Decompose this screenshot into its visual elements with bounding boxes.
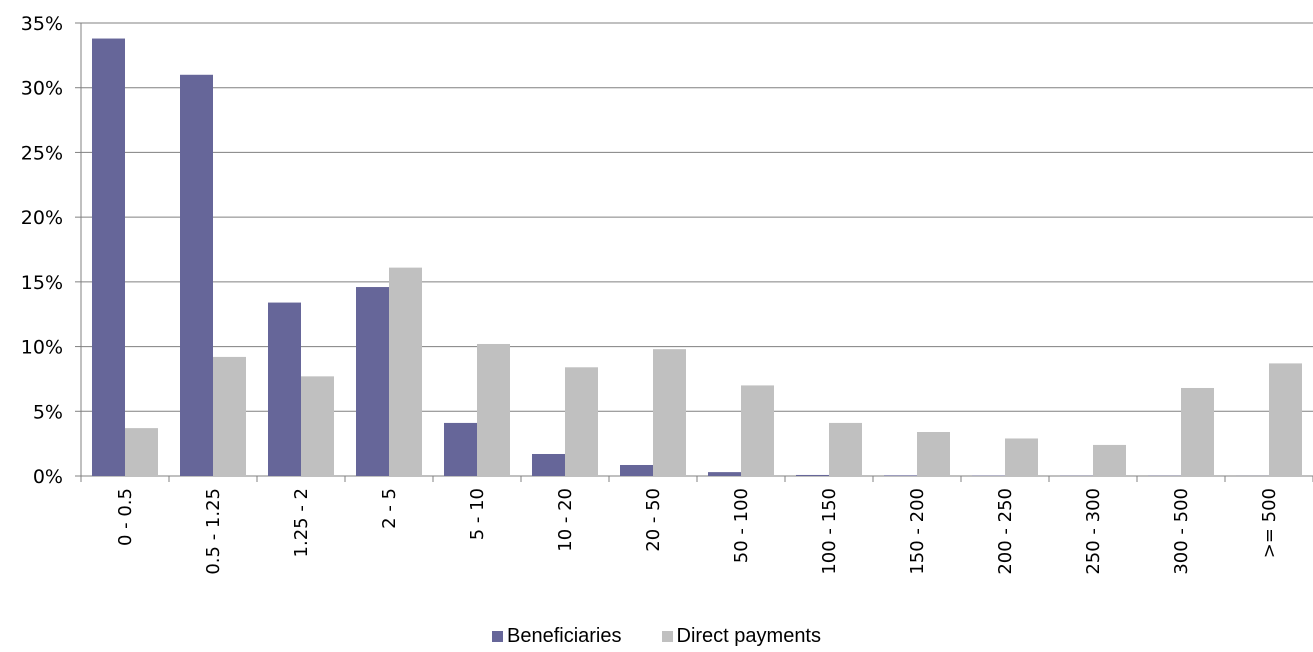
bar-direct-payments bbox=[1269, 363, 1302, 476]
legend-label-beneficiaries: Beneficiaries bbox=[506, 625, 622, 647]
bar-beneficiaries bbox=[268, 302, 301, 476]
x-tick-label: 10 - 20 bbox=[555, 488, 576, 552]
bar-direct-payments bbox=[1093, 444, 1126, 476]
bar-direct-payments bbox=[125, 428, 158, 476]
x-tick-label: 0 - 0.5 bbox=[115, 488, 136, 546]
bar-beneficiaries bbox=[796, 474, 829, 476]
legend-swatch-beneficiaries bbox=[491, 631, 503, 642]
x-tick-label: 300 - 500 bbox=[1171, 488, 1192, 575]
bar-direct-payments bbox=[477, 343, 510, 476]
y-tick-label: 25% bbox=[21, 142, 63, 164]
bar-direct-payments bbox=[653, 349, 686, 476]
y-tick-label: 35% bbox=[21, 13, 63, 35]
bar-direct-payments bbox=[1005, 438, 1038, 476]
x-tick-label: 20 - 50 bbox=[643, 488, 664, 552]
legend: Beneficiaries Direct payments bbox=[0, 625, 1313, 648]
legend-swatch-direct-payments bbox=[661, 631, 673, 642]
y-tick-label: 10% bbox=[21, 337, 63, 359]
legend-label-direct-payments: Direct payments bbox=[676, 625, 822, 647]
y-tick-label: 30% bbox=[21, 78, 63, 100]
bar-beneficiaries bbox=[532, 453, 565, 476]
x-tick-label: 5 - 10 bbox=[467, 488, 488, 540]
y-tick-label: 5% bbox=[33, 401, 63, 423]
y-tick-label: 15% bbox=[21, 272, 63, 294]
x-tick-label: 0.5 - 1.25 bbox=[203, 488, 224, 575]
bar-beneficiaries bbox=[444, 422, 477, 476]
bar-beneficiaries bbox=[620, 464, 653, 476]
bar-beneficiaries bbox=[180, 74, 213, 477]
bar-direct-payments bbox=[829, 422, 862, 476]
x-tick-label: 100 - 150 bbox=[819, 488, 840, 575]
bar-direct-payments bbox=[565, 367, 598, 476]
bar-beneficiaries bbox=[92, 38, 125, 476]
bar-beneficiaries bbox=[356, 287, 389, 476]
bar-beneficiaries bbox=[708, 472, 741, 476]
x-tick-label: 250 - 300 bbox=[1083, 488, 1104, 575]
legend-item-direct-payments: Direct payments bbox=[661, 625, 822, 648]
legend-item-beneficiaries: Beneficiaries bbox=[491, 625, 622, 648]
x-tick-label: >= 500 bbox=[1259, 488, 1280, 558]
bar-direct-payments bbox=[301, 376, 334, 476]
y-tick-label: 0% bbox=[33, 466, 63, 488]
x-tick-label: 150 - 200 bbox=[907, 488, 928, 575]
x-tick-label: 200 - 250 bbox=[995, 488, 1016, 575]
bar-direct-payments bbox=[917, 431, 950, 476]
bar-beneficiaries bbox=[884, 475, 917, 476]
x-tick-label: 50 - 100 bbox=[731, 488, 752, 563]
y-tick-label: 20% bbox=[21, 207, 63, 229]
x-tick-label: 1.25 - 2 bbox=[291, 488, 312, 557]
x-tick-label: 2 - 5 bbox=[379, 488, 400, 529]
bar-direct-payments bbox=[1181, 387, 1214, 476]
bar-direct-payments bbox=[213, 356, 246, 476]
bar-direct-payments bbox=[741, 385, 774, 476]
bar-direct-payments bbox=[389, 267, 422, 476]
